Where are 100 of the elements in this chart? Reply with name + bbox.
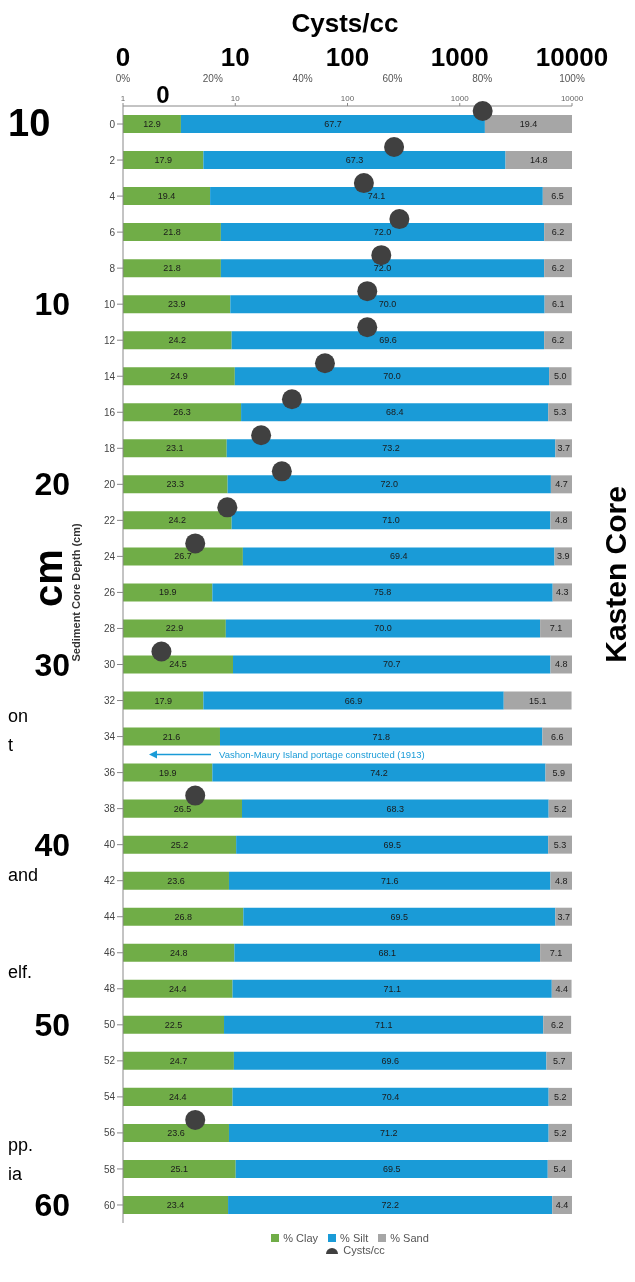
data-label: 21.8 — [163, 263, 181, 274]
data-label: 70.7 — [382, 659, 401, 670]
data-label: 6.2 — [551, 263, 565, 274]
data-label: 26.5 — [173, 803, 192, 814]
text: on — [8, 706, 29, 727]
y-tick-label: 14 — [103, 370, 116, 382]
y-tick-label: 6 — [109, 226, 116, 238]
x-tick-label: 20% — [202, 73, 223, 84]
data-label: 71.8 — [372, 731, 390, 742]
data-label: 25.1 — [170, 1163, 189, 1174]
y-tick-label: 56 — [103, 1127, 116, 1139]
text: and — [8, 864, 39, 885]
x2-tick-label: 10000 — [560, 94, 584, 103]
point — [384, 137, 405, 158]
point — [185, 533, 206, 554]
data-label: 69.5 — [382, 1163, 401, 1174]
data-label: 4.7 — [555, 479, 568, 490]
data-label: 19.9 — [158, 767, 177, 778]
point — [185, 1109, 206, 1130]
chart-title: Cysts/cc — [290, 8, 400, 38]
x-tick-label: 80% — [472, 73, 493, 84]
y-tick-label: 22 — [103, 514, 116, 526]
data-label: 4.4 — [555, 983, 568, 994]
y-tick-label: 34 — [103, 731, 116, 743]
text: 60 — [34, 1186, 70, 1223]
y-tick-label: 8 — [109, 262, 116, 274]
y-axis-title: Sediment Core Depth (cm) — [70, 523, 82, 662]
y-tick-label: 60 — [103, 1199, 116, 1211]
data-label: 24.9 — [170, 371, 188, 382]
data-label: 75.8 — [373, 587, 392, 598]
y-tick-label: 50 — [103, 1019, 116, 1031]
data-label: 71.1 — [374, 1019, 393, 1030]
data-label: 73.2 — [382, 443, 400, 454]
data-label: 23.6 — [167, 875, 185, 886]
point — [357, 281, 378, 302]
x2-tick-label: 100 — [340, 94, 355, 103]
data-label: 21.6 — [162, 731, 181, 742]
data-label: 5.0 — [554, 371, 567, 382]
y-tick-label: 32 — [103, 695, 116, 707]
data-label: 4.4 — [555, 1199, 569, 1210]
y-tick-label: 54 — [103, 1091, 116, 1103]
y-tick-label: 36 — [103, 767, 116, 779]
data-label: 72.0 — [373, 227, 392, 238]
x-tick-label: 0% — [115, 73, 131, 84]
legend-label: % Clay — [282, 1232, 319, 1244]
data-label: 72.2 — [381, 1199, 399, 1210]
y-tick-label: 2 — [109, 154, 116, 166]
y-tick-label: 26 — [103, 586, 116, 598]
data-label: 6.1 — [552, 299, 565, 310]
data-label: 26.8 — [174, 911, 192, 922]
text: t — [8, 734, 14, 755]
data-label: 70.4 — [381, 1091, 400, 1102]
data-label: 22.9 — [165, 623, 184, 634]
data-label: 17.9 — [154, 695, 172, 706]
text: elf. — [8, 961, 33, 982]
data-label: 5.2 — [554, 803, 567, 814]
point — [151, 641, 172, 662]
y-tick-label: 28 — [103, 623, 116, 635]
text: 10 — [34, 286, 70, 323]
data-label: 24.2 — [168, 515, 187, 526]
data-label: 14.8 — [530, 155, 548, 166]
y-tick-label: 38 — [103, 803, 116, 815]
data-label: 7.1 — [549, 623, 563, 634]
text: 100 — [325, 42, 370, 72]
text: 10 — [8, 102, 51, 145]
y-tick-label: 42 — [103, 875, 116, 887]
y-tick-label: 18 — [103, 442, 116, 454]
text: 20 — [34, 466, 70, 503]
data-label: 26.3 — [173, 407, 191, 418]
text: 40 — [34, 826, 70, 863]
legend-label: % Silt — [339, 1232, 369, 1244]
data-label: 71.1 — [383, 983, 401, 994]
y-tick-label: 40 — [103, 839, 116, 851]
data-label: 6.2 — [551, 335, 565, 346]
data-label: 4.8 — [554, 515, 568, 526]
data-label: 23.9 — [167, 299, 186, 310]
data-label: 24.4 — [169, 1091, 187, 1102]
point — [281, 389, 302, 410]
point — [185, 785, 206, 806]
data-label: 3.7 — [557, 911, 570, 922]
data-label: 69.6 — [381, 1055, 399, 1066]
data-label: 23.1 — [166, 443, 184, 454]
point — [389, 209, 410, 230]
y-tick-label: 58 — [103, 1163, 116, 1175]
y-tick-label: 0 — [109, 118, 116, 130]
data-label: 6.6 — [550, 731, 564, 742]
data-label: 67.3 — [345, 155, 364, 166]
x-tick-label: 100% — [559, 73, 585, 84]
data-label: 5.7 — [552, 1055, 566, 1066]
text: 10000 — [535, 42, 609, 72]
data-label: 74.1 — [367, 191, 386, 202]
data-label: 7.1 — [549, 947, 563, 958]
data-label: 26.7 — [174, 551, 192, 562]
data-label: 5.9 — [552, 767, 566, 778]
data-label: 5.3 — [553, 407, 567, 418]
data-label: 25.2 — [170, 839, 189, 850]
text: ia — [8, 1163, 23, 1184]
data-label: 66.9 — [344, 695, 363, 706]
point — [217, 497, 238, 518]
data-label: 19.4 — [519, 119, 538, 130]
